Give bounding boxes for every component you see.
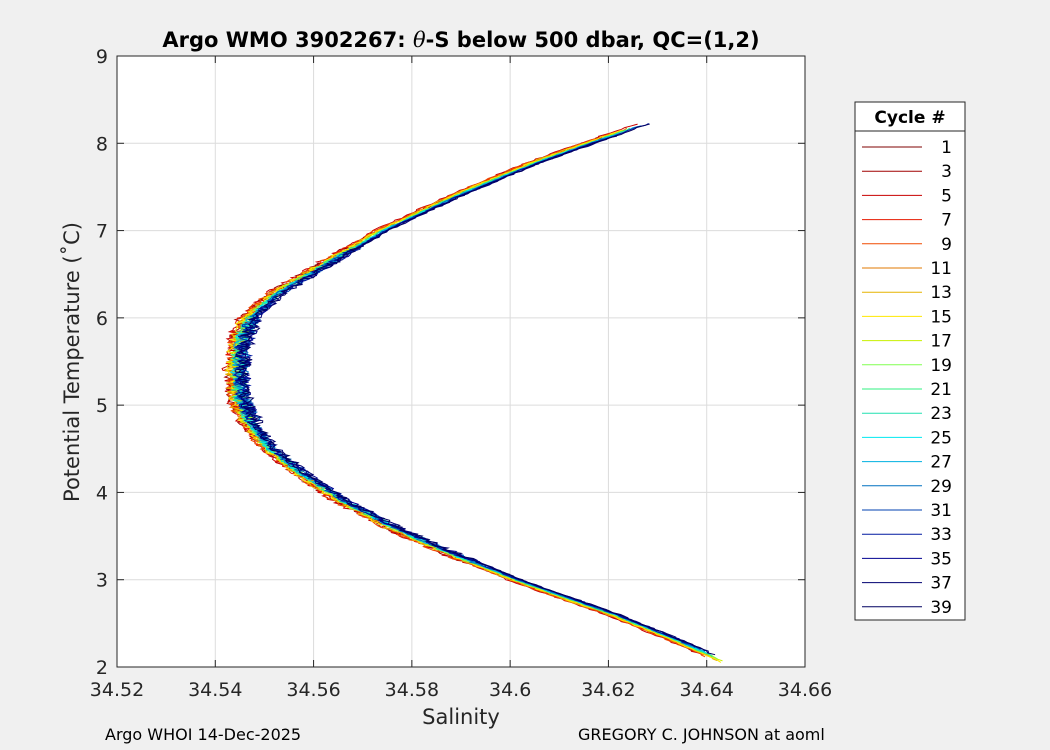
y-tick-label: 5 xyxy=(96,395,108,417)
legend-label: 1 xyxy=(941,138,952,158)
plot-area xyxy=(117,56,805,667)
legend-label: 23 xyxy=(930,404,952,424)
legend-label: 39 xyxy=(930,598,952,618)
data-series xyxy=(221,123,723,663)
y-tick-label: 8 xyxy=(96,133,108,155)
axis-ticks: 34.52 34.54 34.56 34.58 34.6 34.62 34.64 34.66 2… xyxy=(90,46,832,701)
legend-label: 29 xyxy=(930,477,952,497)
y-tick-label: 2 xyxy=(96,657,108,679)
x-tick-label: 34.6 xyxy=(489,679,531,701)
legend-label: 35 xyxy=(930,549,952,569)
footer-right-text: GREGORY C. JOHNSON at aoml xyxy=(578,725,825,744)
legend-box xyxy=(854,101,966,621)
y-tick-label: 3 xyxy=(96,570,108,592)
y-axis-label: Potential Temperature (˚C) xyxy=(60,222,84,502)
legend-label: 33 xyxy=(930,525,952,545)
series-line-cycle-37 xyxy=(237,135,709,653)
series-line-cycle-9 xyxy=(223,132,706,658)
x-tick-label: 34.66 xyxy=(778,679,832,701)
x-tick-label: 34.54 xyxy=(188,679,242,701)
title-theta: θ xyxy=(413,28,426,52)
legend-label: 3 xyxy=(941,162,952,182)
legend-label: 31 xyxy=(930,501,952,521)
y-tick-label: 7 xyxy=(96,221,108,243)
legend-title: Cycle # xyxy=(874,108,945,128)
legend-label: 17 xyxy=(930,332,952,352)
legend-label: 21 xyxy=(930,380,952,400)
legend-label: 9 xyxy=(941,235,952,255)
legend-label: 7 xyxy=(941,211,952,231)
legend-label: 13 xyxy=(930,283,952,303)
x-tick-label: 34.52 xyxy=(90,679,144,701)
footer-left-text: Argo WHOI 14-Dec-2025 xyxy=(105,725,302,744)
y-tick-label: 6 xyxy=(96,308,108,330)
y-tick-label: 4 xyxy=(96,482,108,504)
title-suffix: -S below 500 dbar, QC=(1,2) xyxy=(426,28,760,52)
legend-label: 11 xyxy=(930,259,952,279)
x-tick-label: 34.56 xyxy=(286,679,340,701)
legend-label: 37 xyxy=(930,574,952,594)
x-tick-label: 34.64 xyxy=(680,679,734,701)
legend-label: 15 xyxy=(930,307,952,327)
plot-frame xyxy=(116,55,806,668)
legend: Cycle # 13579111315171921232527293133353… xyxy=(854,101,966,621)
legend-label: 5 xyxy=(941,186,952,206)
series-line-cycle-39 xyxy=(234,123,716,656)
x-tick-label: 34.62 xyxy=(581,679,635,701)
title-prefix: Argo WMO 3902267: xyxy=(162,28,413,52)
chart-title: Argo WMO 3902267: θ-S below 500 dbar, QC… xyxy=(162,28,759,52)
legend-label: 19 xyxy=(930,356,952,376)
legend-label: 25 xyxy=(930,428,952,448)
x-tick-label: 34.58 xyxy=(385,679,439,701)
x-axis-label: Salinity xyxy=(422,705,500,729)
legend-label: 27 xyxy=(930,453,952,473)
y-tick-label: 9 xyxy=(96,46,108,68)
